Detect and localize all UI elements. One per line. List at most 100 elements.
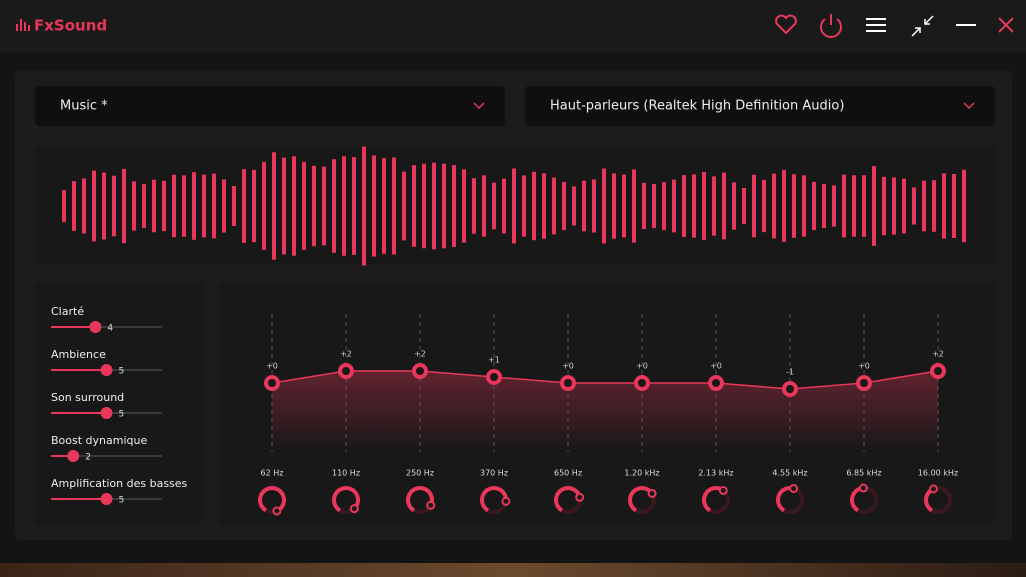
wave-bar: [862, 175, 866, 237]
wave-bar: [832, 185, 836, 227]
effect-label: Son surround: [51, 391, 124, 404]
wave-bar: [822, 183, 826, 229]
knob-dot: [928, 484, 938, 494]
slider-handle[interactable]: [89, 321, 102, 333]
eq-area: [272, 371, 938, 452]
wave-bar: [442, 163, 446, 249]
close-button[interactable]: [998, 17, 1014, 33]
wave-bar: [462, 169, 466, 243]
favorite-button[interactable]: [775, 14, 797, 35]
wave-bar: [452, 165, 456, 247]
knob-dot: [789, 484, 799, 494]
wave-bar: [712, 176, 716, 236]
wave-bar: [842, 174, 846, 238]
knob-dot: [349, 504, 359, 514]
eq-point[interactable]: [708, 375, 724, 391]
wave-bar: [652, 183, 656, 229]
wave-bar: [762, 179, 766, 233]
wave-bar: [292, 156, 296, 256]
eq-point[interactable]: [634, 375, 650, 391]
equalizer: +0 62 Hz +2 110 Hz +2 250 Hz +1 370 Hz +0 650 Hz +…: [256, 314, 958, 517]
wave-bar: [272, 152, 276, 260]
wave-bar: [162, 180, 166, 232]
wave-bar: [642, 182, 646, 230]
wave-bar: [662, 181, 666, 231]
wave-bar: [212, 173, 216, 239]
knob-dot: [647, 488, 657, 498]
frequency-label: 370 Hz: [480, 469, 508, 478]
wave-bar: [392, 157, 396, 255]
gain-label: -1: [786, 368, 794, 377]
eq-point[interactable]: [856, 375, 872, 391]
eq-point[interactable]: [412, 363, 428, 379]
gain-label: +0: [266, 362, 278, 371]
wave-bar: [192, 172, 196, 240]
wave-bar: [312, 165, 316, 247]
slider-handle[interactable]: [100, 407, 113, 419]
slider-value: 5: [119, 496, 125, 506]
frequency-label: 110 Hz: [332, 469, 360, 478]
gain-label: +0: [858, 362, 870, 371]
wave-bar: [682, 175, 686, 237]
knob-dot: [426, 500, 436, 510]
wave-bar: [932, 180, 936, 232]
knob-arc[interactable]: [848, 484, 881, 517]
knob-arc[interactable]: [922, 484, 955, 517]
wave-bar: [572, 186, 576, 226]
power-button[interactable]: [820, 14, 842, 38]
frequency-label: 16.00 kHz: [918, 469, 958, 478]
title-bar: [0, 0, 1026, 52]
slider-handle[interactable]: [100, 493, 113, 505]
frequency-label: 650 Hz: [554, 469, 582, 478]
wave-bar: [632, 169, 636, 243]
knob-dot: [858, 483, 868, 493]
wave-bar: [542, 173, 546, 239]
wave-bar: [812, 181, 816, 231]
frequency-label: 4.55 kHz: [772, 469, 807, 478]
knob-arc[interactable]: [404, 484, 437, 517]
eq-point[interactable]: [486, 369, 502, 385]
wave-bar: [892, 177, 896, 235]
wave-bar: [62, 190, 66, 223]
wave-bar: [372, 155, 376, 257]
frequency-label: 1.20 kHz: [624, 469, 659, 478]
eq-point[interactable]: [338, 363, 354, 379]
wave-bar: [422, 163, 426, 249]
knob-arc[interactable]: [478, 484, 511, 517]
wave-bar: [922, 180, 926, 232]
frequency-label: 250 Hz: [406, 469, 434, 478]
gain-label: +2: [414, 350, 426, 359]
eq-point[interactable]: [782, 381, 798, 397]
eq-point[interactable]: [560, 375, 576, 391]
compact-button[interactable]: [911, 15, 934, 37]
knob-arc[interactable]: [552, 484, 585, 517]
wave-bar: [362, 146, 366, 266]
frequency-label: 62 Hz: [261, 469, 284, 478]
wave-bar: [902, 178, 906, 234]
wave-bar: [802, 175, 806, 237]
wave-bar: [702, 172, 706, 240]
gain-label: +2: [340, 350, 352, 359]
menu-button[interactable]: [866, 18, 886, 32]
wave-bar: [672, 179, 676, 233]
preset-dropdown[interactable]: [35, 86, 505, 126]
slider-value: 2: [85, 453, 91, 463]
dropdown-arrow: [473, 102, 485, 110]
slider-handle[interactable]: [100, 364, 113, 376]
knob-arc[interactable]: [774, 484, 807, 517]
slider-handle[interactable]: [67, 450, 80, 462]
knob-dot: [272, 506, 282, 516]
eq-point[interactable]: [264, 375, 280, 391]
knob-dot: [575, 492, 585, 502]
gain-label: +0: [710, 362, 722, 371]
knob-arc[interactable]: [626, 484, 659, 517]
wave-bar: [522, 175, 526, 237]
frequency-label: 2.13 kHz: [698, 469, 733, 478]
slider-value: 5: [119, 367, 125, 377]
wave-bar: [72, 181, 76, 231]
eq-point[interactable]: [930, 363, 946, 379]
knob-arc[interactable]: [256, 484, 289, 517]
output-dropdown[interactable]: [525, 86, 995, 126]
visualizer: [62, 146, 966, 266]
wave-bar: [112, 175, 116, 237]
